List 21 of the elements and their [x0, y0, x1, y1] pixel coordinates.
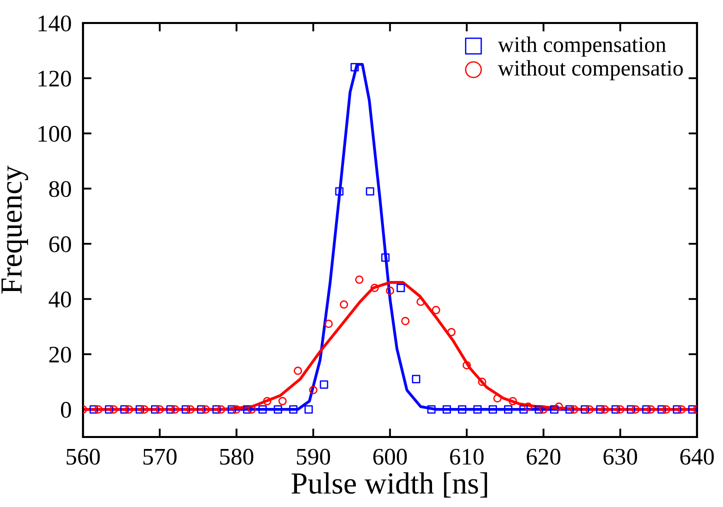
- y-tick-label: 60: [49, 236, 71, 252]
- y-tick-label: 140: [38, 15, 71, 32]
- legend-label: with compensation: [498, 36, 666, 57]
- legend-label: without compensatio: [498, 60, 683, 80]
- x-tick-label: 620: [526, 448, 560, 465]
- y-tick-label: 40: [48, 291, 71, 308]
- x-tick-label: 600: [373, 448, 407, 465]
- x-tick-label: 560: [66, 448, 100, 465]
- y-tick-label: 120: [38, 70, 71, 87]
- y-tick-label: 80: [49, 181, 71, 198]
- y-tick-label: 100: [38, 126, 71, 142]
- y-tick-label: 20: [49, 346, 71, 363]
- x-tick-label: 570: [143, 448, 177, 465]
- x-tick-label: 630: [604, 448, 638, 465]
- y-axis-title: Frequency: [2, 166, 28, 294]
- x-axis-title: Pulse width [ns]: [292, 472, 488, 498]
- x-tick-label: 580: [220, 448, 254, 465]
- y-tick-label: 0: [60, 402, 71, 418]
- x-tick-label: 640: [680, 448, 714, 465]
- x-tick-label: 610: [450, 448, 484, 465]
- x-tick-label: 590: [296, 448, 330, 465]
